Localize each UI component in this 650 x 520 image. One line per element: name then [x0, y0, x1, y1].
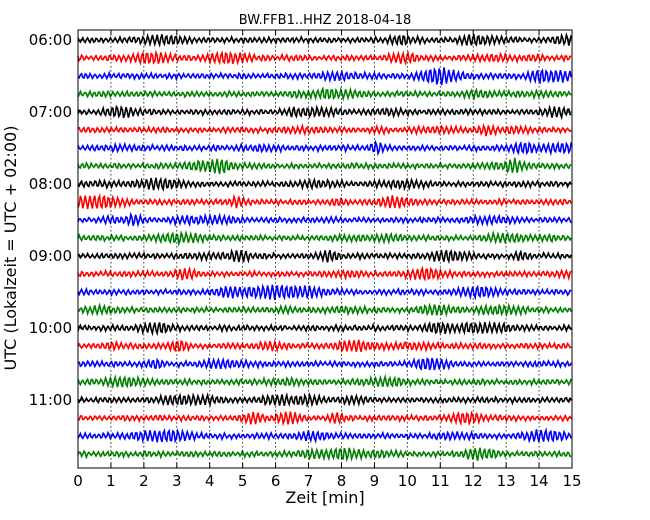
x-tick-label: 6 [271, 472, 281, 490]
x-axis-ticks: 0 1 2 3 4 5 6 7 8 9 10 11 12 13 14 15 [73, 30, 582, 490]
trace-09:15 [77, 265, 572, 282]
trace-10:15 [77, 338, 572, 354]
x-tick-label: 1 [106, 472, 116, 490]
trace-07:15 [77, 123, 572, 137]
seismic-traces [77, 31, 572, 463]
y-tick-label: 06:00 [29, 31, 72, 49]
x-tick-label: 12 [464, 472, 483, 490]
y-axis-ticks: 06:00 07:00 08:00 09:00 10:00 11:00 [29, 31, 572, 409]
x-tick-label: 0 [73, 472, 83, 490]
trace-11:45 [77, 446, 572, 463]
y-tick-label: 07:00 [29, 103, 72, 121]
trace-11:15 [77, 410, 572, 427]
plot-frame [77, 29, 573, 469]
trace-09:00 [77, 248, 572, 265]
trace-08:30 [77, 211, 572, 228]
x-tick-label: 9 [370, 472, 380, 490]
x-tick-label: 5 [238, 472, 248, 490]
x-tick-label: 4 [205, 472, 215, 490]
y-tick-label: 09:00 [29, 247, 72, 265]
x-axis-label: Zeit [min] [285, 488, 364, 507]
x-tick-label: 10 [398, 472, 417, 490]
trace-08:15 [77, 193, 572, 210]
trace-06:30 [77, 67, 572, 86]
y-tick-label: 11:00 [29, 391, 72, 409]
trace-07:45 [77, 157, 572, 175]
x-tick-label: 14 [530, 472, 549, 490]
trace-08:00 [77, 176, 572, 193]
trace-10:45 [77, 373, 572, 390]
x-tick-label: 8 [337, 472, 347, 490]
grid-lines [110, 30, 540, 468]
chart-title: BW.FFB1..HHZ 2018-04-18 [239, 13, 412, 28]
x-tick-label: 7 [304, 472, 314, 490]
trace-09:30 [77, 283, 572, 301]
x-tick-label: 2 [139, 472, 149, 490]
y-axis-label: UTC (Lokalzeit = UTC + 02:00) [1, 126, 20, 371]
x-tick-label: 3 [172, 472, 182, 490]
x-tick-label: 15 [562, 472, 581, 490]
x-tick-label: 13 [497, 472, 516, 490]
trace-06:45 [77, 86, 572, 102]
trace-09:45 [77, 302, 572, 318]
trace-07:00 [77, 104, 572, 121]
y-tick-label: 10:00 [29, 319, 72, 337]
trace-11:00 [77, 391, 572, 408]
trace-11:30 [77, 427, 572, 444]
y-tick-label: 08:00 [29, 175, 72, 193]
trace-10:30 [77, 356, 572, 371]
trace-06:15 [77, 49, 572, 66]
trace-10:00 [77, 320, 572, 337]
trace-08:45 [77, 229, 572, 247]
x-tick-label: 11 [431, 472, 450, 490]
trace-06:00 [77, 31, 572, 48]
trace-07:30 [77, 139, 572, 157]
